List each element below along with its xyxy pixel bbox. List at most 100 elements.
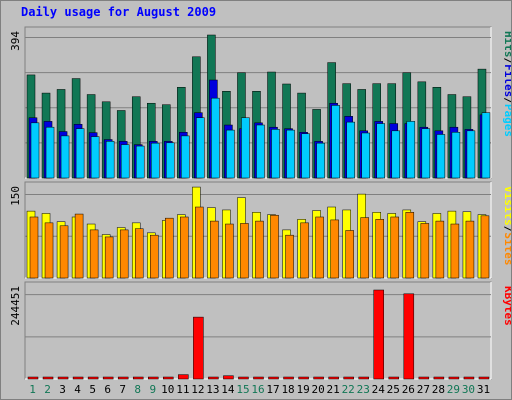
bar-sites (450, 223, 460, 279)
bar-sites (59, 225, 69, 279)
day-label: 30 (462, 383, 475, 396)
side-legend: KBytes (502, 286, 511, 326)
legend-item: Hits (502, 31, 511, 58)
panel-kbytes (24, 281, 492, 380)
bar-sites (405, 212, 415, 279)
side-legend: Visits/Sites (502, 186, 511, 266)
bar-pages (60, 135, 70, 179)
bar-pages (301, 133, 310, 179)
legend-item: KBytes (502, 286, 511, 326)
day-label: 19 (296, 383, 309, 396)
bar-pages (166, 142, 175, 179)
bar-kbytes (72, 376, 84, 380)
day-label: 17 (266, 383, 279, 396)
bar-kbytes (42, 376, 54, 380)
bar-kbytes (178, 374, 189, 380)
bar-kbytes (163, 376, 174, 380)
day-label: 9 (149, 383, 156, 396)
bar-pages (105, 141, 115, 179)
bar-sites (420, 223, 430, 279)
bar-sites (240, 223, 249, 279)
bar-pages (331, 105, 340, 179)
bar-pages (211, 97, 220, 179)
bar-kbytes (57, 376, 69, 380)
y-max-label: 244451 (9, 286, 22, 326)
bar-sites (360, 217, 369, 279)
bar-sites (465, 220, 475, 279)
day-label: 5 (89, 383, 96, 396)
bar-pages (451, 132, 461, 179)
bar-pages (361, 132, 370, 179)
bar-sites (150, 234, 159, 279)
bar-sites (390, 216, 400, 279)
bar-kbytes (238, 376, 249, 380)
day-label: 28 (432, 383, 445, 396)
bar-kbytes (253, 376, 264, 380)
bar-kbytes (433, 376, 445, 380)
bar-kbytes (87, 376, 99, 380)
day-label: 1 (29, 383, 36, 396)
bar-pages (271, 129, 280, 179)
day-label: 2 (44, 383, 51, 396)
y-max-label: 150 (9, 186, 22, 206)
day-label: 3 (59, 383, 66, 396)
bar-kbytes (463, 376, 475, 380)
bar-sites (345, 230, 354, 279)
bar-sites (480, 215, 490, 279)
bar-pages (75, 128, 85, 179)
bar-sites (134, 228, 144, 279)
bar-kbytes (102, 376, 114, 380)
bar-kbytes (298, 376, 309, 380)
bar-pages (346, 121, 355, 179)
day-label: 25 (387, 383, 400, 396)
y-max-label: 394 (9, 31, 22, 51)
legend-item: / (502, 58, 511, 65)
day-label: 8 (134, 383, 141, 396)
bar-sites (195, 206, 204, 279)
bar-pages (481, 112, 491, 179)
day-label: 23 (357, 383, 370, 396)
legend-item: Sites (502, 232, 511, 265)
bar-sites (300, 222, 309, 279)
bar-sites (315, 216, 324, 279)
day-label: 6 (104, 383, 111, 396)
bar-kbytes (418, 376, 430, 380)
bar-kbytes (283, 376, 294, 380)
day-label: 18 (281, 383, 294, 396)
bar-kbytes (27, 376, 39, 380)
bar-pages (391, 130, 401, 179)
bar-sites (435, 220, 445, 279)
bar-sites (375, 219, 384, 279)
legend-item: / (502, 226, 511, 233)
legend-item: / (502, 97, 511, 104)
bar-pages (436, 134, 446, 179)
bar-pages (421, 128, 431, 179)
bar-sites (225, 223, 234, 279)
bar-sites (104, 236, 114, 279)
bar-kbytes (208, 376, 219, 380)
bar-kbytes (117, 376, 129, 380)
bar-sites (165, 217, 174, 279)
day-label: 13 (206, 383, 219, 396)
bar-pages (90, 136, 100, 179)
bar-sites (285, 234, 294, 279)
bar-pages (135, 145, 145, 179)
bar-sites (89, 229, 99, 279)
chart-title: Daily usage for August 2009 (21, 5, 216, 19)
legend-item: Pages (502, 104, 511, 137)
bar-sites (270, 214, 279, 279)
day-label: 10 (161, 383, 174, 396)
day-label: 7 (119, 383, 126, 396)
bar-sites (74, 213, 84, 279)
bar-pages (30, 122, 40, 179)
bar-sites (29, 216, 39, 279)
bar-sites (255, 220, 264, 279)
bar-pages (376, 123, 385, 179)
day-label: 20 (312, 383, 325, 396)
bar-kbytes (313, 376, 324, 380)
bar-pages (256, 124, 265, 179)
bar-kbytes (478, 376, 490, 380)
bar-pages (120, 144, 130, 179)
